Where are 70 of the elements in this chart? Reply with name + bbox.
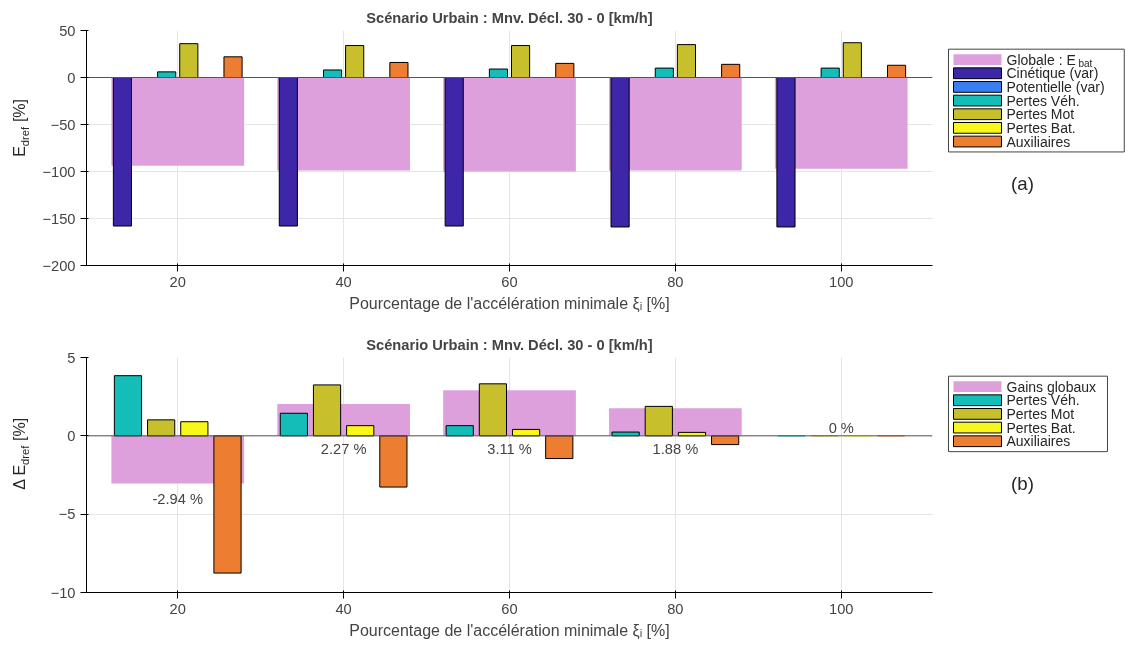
y-tick-label: −50 [50, 116, 76, 133]
bar [654, 67, 674, 78]
legend-label: Pertes Mot [1006, 405, 1075, 422]
y-axis-title: Δ Edref [%] [11, 417, 32, 490]
x-tick-label: 80 [667, 273, 684, 290]
bar [555, 62, 575, 78]
legend-label: Gains globaux [1006, 378, 1097, 395]
y-tick-label: −5 [58, 506, 76, 523]
text: (a) [1011, 173, 1034, 195]
bar [113, 375, 143, 437]
bar [213, 435, 242, 574]
y-axis-title: Edref [%] [11, 98, 32, 157]
x-axis-title: Pourcentage de l'accélération minimale ξᵢ [%] [349, 294, 670, 313]
bar [322, 69, 343, 78]
x-tick-label: 60 [501, 600, 518, 617]
x-tick-label: 100 [829, 273, 854, 290]
bar [445, 425, 474, 437]
bar [776, 77, 796, 228]
bar [610, 77, 630, 228]
bar [279, 412, 308, 437]
annotation: 3.11 % [487, 440, 532, 457]
y-tick-label: −200 [42, 257, 76, 274]
bar [488, 68, 509, 78]
legend-label: Auxiliaires [1006, 433, 1071, 450]
bar [223, 56, 243, 78]
chart-title: Scénario Urbain : Mnv. Décl. 30 - 0 [km/h] [366, 9, 653, 26]
x-tick-label: 20 [169, 273, 186, 290]
y-tick-label: 0 [67, 69, 76, 86]
bar [676, 44, 697, 78]
text: (b) [1011, 472, 1034, 494]
bar [886, 64, 907, 78]
bar [345, 45, 365, 78]
bar [389, 61, 409, 78]
bar [444, 77, 464, 227]
y-tick-label: −150 [42, 210, 76, 227]
legend-label: Auxiliaires [1006, 133, 1071, 150]
bar [644, 405, 673, 437]
bar [478, 383, 508, 437]
bar [510, 45, 531, 78]
bar [180, 421, 209, 437]
bar [278, 77, 298, 227]
x-tick-label: 100 [829, 600, 854, 617]
chart-title: Scénario Urbain : Mnv. Décl. 30 - 0 [km/h] [366, 336, 653, 353]
x-tick-label: 60 [501, 273, 518, 290]
bar [179, 43, 199, 78]
y-tick-label: −10 [50, 584, 76, 601]
bar [112, 77, 133, 227]
annotation: 1.88 % [652, 440, 699, 457]
y-tick-label: −100 [42, 163, 76, 180]
y-tick-label: 50 [59, 22, 76, 39]
bar [842, 42, 862, 78]
bar [711, 435, 740, 446]
y-tick-label: 0 [67, 427, 76, 444]
annotation: 2.27 % [320, 440, 367, 457]
x-tick-label: 20 [169, 600, 186, 617]
bar [820, 67, 840, 78]
x-axis-title: Pourcentage de l'accélération minimale ξᵢ [%] [349, 621, 670, 640]
x-tick-label: 40 [335, 600, 352, 617]
bar [147, 419, 176, 437]
bar [379, 435, 408, 488]
x-tick-label: 40 [335, 273, 352, 290]
bar [157, 71, 177, 78]
bar [312, 384, 342, 437]
annotation: -2.94 % [152, 490, 203, 507]
y-tick-label: 5 [67, 349, 76, 366]
bar [721, 63, 741, 78]
x-tick-label: 80 [667, 600, 684, 617]
bar [545, 435, 574, 460]
legend-label: Pertes Bat. [1006, 419, 1076, 436]
annotation: 0 % [828, 419, 854, 436]
